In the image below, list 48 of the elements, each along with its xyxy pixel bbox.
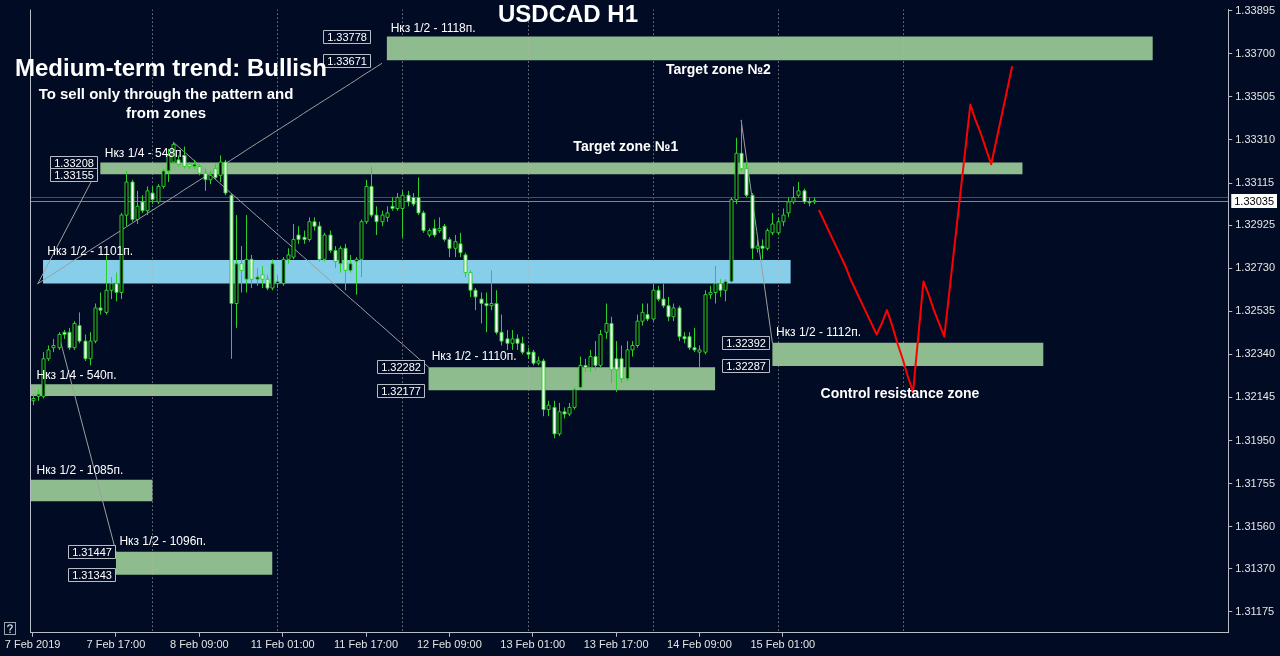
y-tick-label: 1.32145 (1235, 390, 1275, 403)
annotation: Нкз 1/2 - 1112п. (776, 325, 861, 340)
x-tick-label: 14 Feb 09:00 (667, 638, 732, 651)
x-tick-label: 11 Feb 17:00 (334, 638, 399, 651)
annotation: Control resistance zone (820, 385, 980, 402)
y-tick-label: 1.32340 (1235, 347, 1275, 360)
y-tick-label: 1.31755 (1235, 476, 1275, 489)
y-tick-label: 1.32925 (1235, 218, 1275, 231)
annotation: Нкз 1/2 - 1096п. (119, 534, 207, 549)
y-tick-label: 1.32730 (1235, 261, 1275, 274)
annotation: 1.32282 (381, 360, 421, 373)
x-tick-label: 12 Feb 09:00 (416, 638, 482, 651)
x-tick-label: 15 Feb 01:00 (750, 638, 816, 651)
y-tick-label: 1.31370 (1235, 561, 1275, 574)
y-tick-label: 1.31175 (1235, 604, 1275, 617)
y-tick-label: 1.33310 (1235, 133, 1275, 146)
annotation: To sell only through the pattern and from zones (37, 84, 295, 122)
y-tick-label: 1.33895 (1235, 3, 1275, 16)
annotation: 1.33778 (327, 30, 367, 43)
y-tick-label: 1.31950 (1235, 433, 1275, 446)
annotation: Target zone №2 (666, 61, 772, 78)
annotation: 1.33208 (54, 156, 94, 169)
y-tick-label: 1.33700 (1235, 46, 1275, 59)
x-tick-label: 7 Feb 17:00 (86, 638, 146, 651)
y-tick-label: 1.33505 (1235, 89, 1275, 102)
y-tick-label: 1.32535 (1235, 304, 1275, 317)
x-tick-label: 13 Feb 01:00 (500, 638, 566, 651)
x-tick-label: 13 Feb 17:00 (583, 638, 649, 651)
x-tick-label: 11 Feb 01:00 (250, 638, 315, 651)
annotation: 1.32287 (726, 359, 766, 372)
annotation: Нкз 1/2 - 1118п. (390, 20, 476, 35)
annotation: Нкз 1/2 - 1101п. (47, 244, 134, 259)
annotation: 1.32177 (381, 384, 421, 397)
annotation: Нкз 1/2 - 1085п. (36, 463, 124, 478)
annotation: 1.33671 (327, 54, 367, 67)
annotation: 1.31343 (72, 568, 112, 581)
annotation: 1.31447 (72, 545, 112, 558)
y-tick-label: 1.31560 (1235, 519, 1275, 532)
annotation: 1.33155 (54, 168, 94, 181)
annotation: Target zone №1 (573, 138, 679, 155)
x-tick-label: 8 Feb 09:00 (169, 638, 229, 651)
x-tick-label: 7 Feb 2019 (4, 638, 61, 651)
ref-line-label: 1.33035 (1234, 194, 1274, 207)
annotation: Нкз 1/4 - 540п. (36, 368, 117, 383)
y-tick-label: 1.33115 (1235, 176, 1275, 189)
annotation: Нкз 1/2 - 1110п. (431, 348, 517, 363)
annotation: 1.32392 (726, 336, 766, 349)
chart-title: USDCAD H1 (498, 0, 639, 28)
